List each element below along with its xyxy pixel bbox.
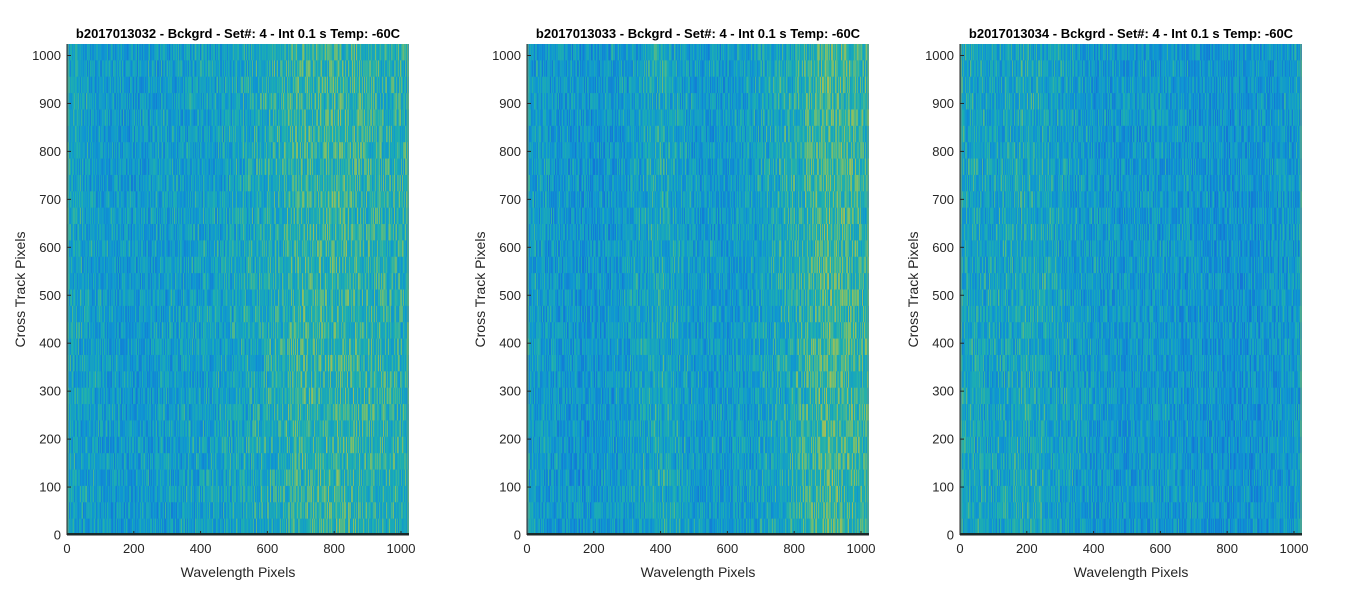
y-tick-label: 600 xyxy=(499,240,521,255)
y-tick-label: 100 xyxy=(499,480,521,495)
chart-title: b2017013032 - Bckgrd - Set#: 4 - Int 0.1… xyxy=(76,26,401,41)
x-tick-label: 800 xyxy=(783,541,805,556)
x-tick-label: 400 xyxy=(1083,541,1105,556)
chart-title: b2017013034 - Bckgrd - Set#: 4 - Int 0.1… xyxy=(969,26,1294,41)
y-tick-label: 1000 xyxy=(32,48,61,63)
x-tick-label: 0 xyxy=(63,541,70,556)
y-axis-label: Cross Track Pixels xyxy=(12,232,28,348)
panel-1: 0 100 200 300 400 500 600 700 800 900 1000 0 200 400 6… xyxy=(12,26,415,580)
heatmap-3 xyxy=(960,44,1302,535)
bottom-row-band xyxy=(527,533,869,535)
heatmap-1 xyxy=(67,44,409,535)
y-tick-label: 500 xyxy=(932,288,954,303)
y-tick-label: 800 xyxy=(932,144,954,159)
y-tick-label: 900 xyxy=(932,96,954,111)
y-tick-label: 900 xyxy=(499,96,521,111)
y-tick-label: 300 xyxy=(932,384,954,399)
panel-3: 0 100 200 300 400 500 600 700 800 900 1000 0 200 400 6… xyxy=(905,26,1308,580)
y-tick-label: 400 xyxy=(39,336,61,351)
y-tick-label: 800 xyxy=(39,144,61,159)
x-tick-label: 200 xyxy=(123,541,145,556)
x-tick-label: 800 xyxy=(323,541,345,556)
y-tick-label: 0 xyxy=(54,528,61,543)
panel-2: 0 100 200 300 400 500 600 700 800 900 1000 0 200 400 6… xyxy=(472,26,875,580)
bottom-row-band xyxy=(67,533,409,535)
x-tick-label: 600 xyxy=(257,541,279,556)
y-tick-label: 0 xyxy=(514,528,521,543)
x-tick-label: 1000 xyxy=(1280,541,1309,556)
x-tick-label: 0 xyxy=(956,541,963,556)
y-tick-label: 400 xyxy=(499,336,521,351)
y-tick-label: 100 xyxy=(39,480,61,495)
x-tick-label: 600 xyxy=(717,541,739,556)
x-tick-label: 1000 xyxy=(847,541,876,556)
y-tick-label: 500 xyxy=(499,288,521,303)
y-tick-label: 700 xyxy=(932,192,954,207)
y-tick-label: 200 xyxy=(932,432,954,447)
y-tick-label: 800 xyxy=(499,144,521,159)
x-tick-label: 600 xyxy=(1150,541,1172,556)
bottom-row-band xyxy=(960,533,1302,535)
x-tick-label: 0 xyxy=(523,541,530,556)
y-tick-label: 700 xyxy=(499,192,521,207)
y-axis-label: Cross Track Pixels xyxy=(472,232,488,348)
y-tick-label: 600 xyxy=(39,240,61,255)
y-tick-label: 1000 xyxy=(492,48,521,63)
heatmap-2 xyxy=(527,44,869,535)
y-tick-label: 400 xyxy=(932,336,954,351)
y-tick-label: 100 xyxy=(932,480,954,495)
y-tick-label: 300 xyxy=(499,384,521,399)
y-tick-label: 1000 xyxy=(925,48,954,63)
y-axis-label: Cross Track Pixels xyxy=(905,232,921,348)
y-tick-label: 200 xyxy=(39,432,61,447)
chart-title: b2017013033 - Bckgrd - Set#: 4 - Int 0.1… xyxy=(536,26,861,41)
x-axis-label: Wavelength Pixels xyxy=(181,564,296,580)
y-tick-label: 700 xyxy=(39,192,61,207)
x-axis-label: Wavelength Pixels xyxy=(1074,564,1189,580)
y-tick-label: 300 xyxy=(39,384,61,399)
y-tick-label: 500 xyxy=(39,288,61,303)
x-axis-label: Wavelength Pixels xyxy=(641,564,756,580)
x-tick-label: 400 xyxy=(190,541,212,556)
x-tick-label: 200 xyxy=(583,541,605,556)
y-tick-label: 600 xyxy=(932,240,954,255)
x-tick-label: 800 xyxy=(1216,541,1238,556)
x-tick-label: 400 xyxy=(650,541,672,556)
y-tick-label: 0 xyxy=(947,528,954,543)
x-tick-label: 1000 xyxy=(387,541,416,556)
x-tick-label: 200 xyxy=(1016,541,1038,556)
y-tick-label: 200 xyxy=(499,432,521,447)
y-tick-label: 900 xyxy=(39,96,61,111)
